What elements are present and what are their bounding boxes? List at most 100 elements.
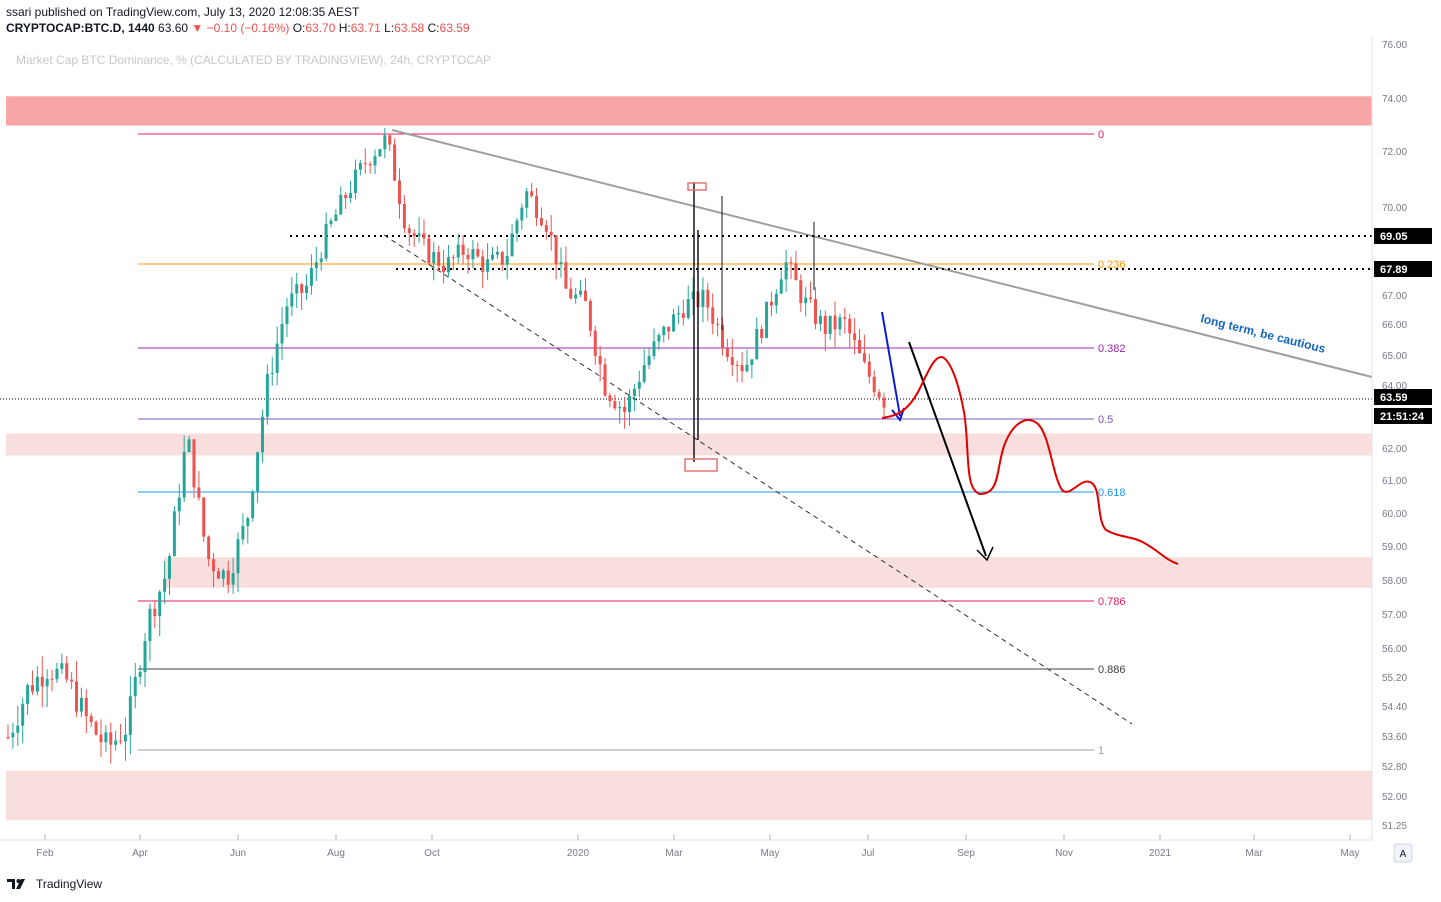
candle-body [608, 395, 612, 402]
candle-body [114, 740, 118, 745]
candle-body [70, 679, 74, 682]
x-tick-label: Nov [1055, 848, 1073, 859]
candle-body [143, 641, 147, 672]
candle-body [417, 233, 421, 237]
y-tick-label: 59.00 [1382, 542, 1407, 553]
candle-body [535, 196, 539, 219]
candle-body [799, 280, 803, 304]
auto-button-label: A [1400, 849, 1407, 860]
candle-body [329, 220, 333, 224]
candle-body [579, 290, 583, 295]
candle-body [721, 324, 725, 349]
price-tag-67-89: 67.89 [1380, 264, 1408, 276]
candle-body [363, 163, 367, 165]
candle-body [784, 262, 788, 280]
y-tick-label: 53.60 [1382, 732, 1407, 743]
candle-body [290, 293, 294, 307]
candle-body [525, 191, 529, 208]
candle-body [21, 703, 25, 726]
candle-body [500, 251, 504, 265]
x-tick-label: Feb [36, 848, 54, 859]
low-value: 63.58 [394, 21, 425, 35]
candle-body [60, 663, 64, 669]
candle-body [6, 737, 10, 738]
descending-trendline [391, 129, 1373, 378]
candle-body [285, 306, 289, 325]
candle-body [26, 685, 30, 704]
candle-body [637, 381, 641, 389]
candle-body [422, 233, 426, 239]
candle-body [167, 556, 171, 579]
x-tick-label: Aug [327, 848, 345, 859]
zone-0 [6, 96, 1372, 126]
candle-body [226, 570, 230, 585]
candle-body [515, 220, 519, 234]
candle-body [544, 225, 548, 232]
x-tick-label: 2020 [567, 848, 590, 859]
close-label: C: [427, 21, 440, 35]
chart-canvas[interactable]: Market Cap BTC Dominance, % (CALCULATED … [0, 0, 1441, 872]
candle-body [412, 233, 416, 237]
dashed-channel-line [383, 234, 1133, 725]
high-value: 63.71 [350, 21, 381, 35]
candle-body [324, 223, 328, 259]
candle-body [109, 732, 113, 745]
candle-body [804, 297, 808, 304]
candle-body [701, 289, 705, 308]
last-price-tag: 63.59 [1380, 392, 1408, 404]
auto-button-bg [1393, 843, 1413, 863]
candle-body [505, 256, 509, 265]
candle-body [706, 289, 710, 308]
zone-3 [6, 770, 1372, 821]
wick-top-box [687, 182, 707, 191]
zones [6, 96, 1372, 821]
candle-body [446, 257, 450, 273]
x-tick-label: Jun [230, 848, 246, 859]
candle-body [672, 314, 676, 332]
candle-body [158, 591, 162, 617]
y-tick-label: 56.00 [1382, 644, 1407, 655]
price-tag-69-05-bg [1374, 228, 1432, 244]
candle-body [221, 570, 225, 579]
candle-body [686, 299, 690, 318]
candle-body [138, 671, 142, 677]
candle-body [549, 231, 553, 236]
candle-body [716, 323, 720, 325]
candle-body [65, 663, 69, 680]
fib-label-0.5: 0.5 [1098, 414, 1113, 426]
candle-body [163, 578, 167, 592]
x-tick-label: Sep [957, 848, 975, 859]
x-tick-label: Mar [1245, 848, 1263, 859]
candle-body [192, 439, 196, 488]
candle-body [84, 697, 88, 717]
blue-arrow-line [881, 311, 901, 417]
candle-body [353, 169, 357, 194]
candle-body [177, 497, 181, 512]
candle-body [862, 353, 866, 362]
candle-body [427, 238, 431, 264]
candle-body [358, 163, 362, 170]
candle-body [123, 734, 127, 742]
open-value: 63.70 [305, 21, 336, 35]
y-tick-label: 64.00 [1382, 381, 1407, 392]
candle-body [471, 249, 475, 260]
open-label: O: [292, 21, 306, 35]
candle-body [872, 376, 876, 393]
candle-body [813, 299, 817, 324]
candle-body [187, 439, 191, 452]
candle-body [50, 678, 54, 680]
last-value: 63.60 [158, 21, 189, 35]
candle-body [481, 256, 485, 272]
zone-2 [164, 557, 1372, 588]
candle-body [583, 290, 587, 301]
candle-body [603, 364, 607, 396]
candle-body [153, 608, 157, 617]
auto-scale-button[interactable]: A [1393, 843, 1413, 863]
x-tick-label: 2021 [1149, 848, 1172, 859]
candle-body [148, 608, 152, 642]
candle-body [16, 725, 20, 733]
price-tag-67-89-bg [1374, 261, 1432, 277]
y-tick-label: 57.00 [1382, 610, 1407, 621]
candle-body [378, 149, 382, 157]
candle-body [858, 340, 862, 354]
